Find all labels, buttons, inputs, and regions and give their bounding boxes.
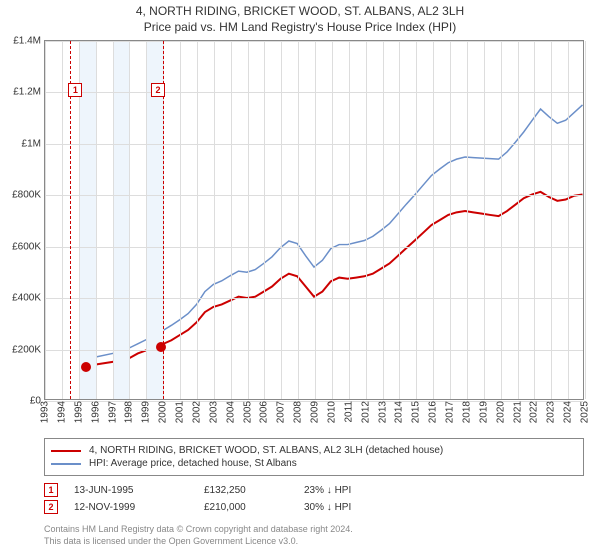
legend-row: 4, NORTH RIDING, BRICKET WOOD, ST. ALBAN… <box>51 445 577 456</box>
x-axis-label: 1996 <box>90 401 101 423</box>
x-axis-label: 1998 <box>124 401 135 423</box>
chart-container: 4, NORTH RIDING, BRICKET WOOD, ST. ALBAN… <box>0 0 600 560</box>
x-axis-label: 2008 <box>293 401 304 423</box>
x-axis-label: 2023 <box>546 401 557 423</box>
transaction-price: £132,250 <box>204 485 304 496</box>
x-axis-label: 2018 <box>461 401 472 423</box>
transaction-dot <box>156 342 166 352</box>
transaction-marker: 1 <box>44 483 58 497</box>
transactions-table: 1 13-JUN-1995£132,25023% ↓ HPI 2 12-NOV-199… <box>44 480 584 517</box>
x-axis-label: 2015 <box>411 401 422 423</box>
transaction-marker: 2 <box>44 500 58 514</box>
title-block: 4, NORTH RIDING, BRICKET WOOD, ST. ALBAN… <box>0 0 600 37</box>
y-axis-label: £1.4M <box>13 36 41 47</box>
x-axis-label: 2024 <box>563 401 574 423</box>
title-line-2: Price paid vs. HM Land Registry's House … <box>0 20 600 36</box>
legend-row: HPI: Average price, detached house, St A… <box>51 458 577 469</box>
x-axis-label: 1997 <box>107 401 118 423</box>
x-axis-label: 2004 <box>225 401 236 423</box>
y-axis-label: £600K <box>12 241 41 252</box>
y-axis-label: £800K <box>12 190 41 201</box>
transaction-row: 1 13-JUN-1995£132,25023% ↓ HPI <box>44 483 584 497</box>
y-axis-label: £200K <box>12 344 41 355</box>
transaction-date: 13-JUN-1995 <box>74 485 204 496</box>
transaction-delta: 23% ↓ HPI <box>304 485 424 496</box>
legend-swatch <box>51 450 81 452</box>
x-axis-label: 2022 <box>529 401 540 423</box>
x-axis-label: 1999 <box>141 401 152 423</box>
chart-marker: 1 <box>68 83 82 97</box>
x-axis-label: 2017 <box>445 401 456 423</box>
x-axis-label: 2021 <box>512 401 523 423</box>
x-axis-label: 2020 <box>495 401 506 423</box>
x-axis-label: 2007 <box>276 401 287 423</box>
legend-label: 4, NORTH RIDING, BRICKET WOOD, ST. ALBAN… <box>89 445 443 456</box>
x-axis-label: 2025 <box>580 401 591 423</box>
footer-block: Contains HM Land Registry data © Crown c… <box>44 524 584 547</box>
x-axis-label: 2016 <box>428 401 439 423</box>
x-axis-label: 2010 <box>326 401 337 423</box>
chart-svg <box>45 41 583 399</box>
x-axis-label: 2005 <box>242 401 253 423</box>
legend-label: HPI: Average price, detached house, St A… <box>89 458 297 469</box>
transaction-delta: 30% ↓ HPI <box>304 502 424 513</box>
transaction-row: 2 12-NOV-1999£210,00030% ↓ HPI <box>44 500 584 514</box>
x-axis-label: 1994 <box>56 401 67 423</box>
y-axis-label: £1.2M <box>13 87 41 98</box>
x-axis-label: 2019 <box>478 401 489 423</box>
legend-box: 4, NORTH RIDING, BRICKET WOOD, ST. ALBAN… <box>44 438 584 476</box>
footer-line-2: This data is licensed under the Open Gov… <box>44 536 584 548</box>
title-line-1: 4, NORTH RIDING, BRICKET WOOD, ST. ALBAN… <box>0 4 600 20</box>
x-axis-label: 2003 <box>208 401 219 423</box>
x-axis-label: 2002 <box>191 401 202 423</box>
x-axis-label: 1995 <box>73 401 84 423</box>
x-axis-label: 2009 <box>310 401 321 423</box>
x-axis-label: 2014 <box>394 401 405 423</box>
x-axis-label: 2001 <box>175 401 186 423</box>
series-price_paid <box>79 192 582 366</box>
chart-area: £0£200K£400K£600K£800K£1M£1.2M£1.4M19931… <box>44 40 584 400</box>
legend-swatch <box>51 463 81 465</box>
footer-line-1: Contains HM Land Registry data © Crown c… <box>44 524 584 536</box>
x-axis-label: 2013 <box>377 401 388 423</box>
x-axis-label: 2012 <box>360 401 371 423</box>
x-axis-label: 2006 <box>259 401 270 423</box>
chart-marker: 2 <box>151 83 165 97</box>
transaction-date: 12-NOV-1999 <box>74 502 204 513</box>
transaction-dot <box>81 362 91 372</box>
x-axis-label: 2011 <box>343 401 354 423</box>
x-axis-label: 2000 <box>158 401 169 423</box>
y-axis-label: £400K <box>12 293 41 304</box>
y-axis-label: £1M <box>22 138 41 149</box>
transaction-price: £210,000 <box>204 502 304 513</box>
x-axis-label: 1993 <box>40 401 51 423</box>
